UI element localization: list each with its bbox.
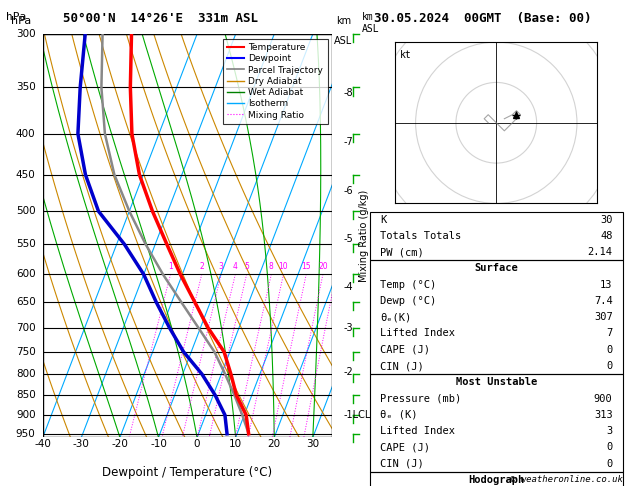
Bar: [370, 211, 623, 260]
Text: 4: 4: [233, 262, 238, 271]
Text: 850: 850: [16, 390, 36, 400]
Text: Dewp (°C): Dewp (°C): [380, 296, 437, 306]
Text: 350: 350: [16, 83, 36, 92]
Text: CAPE (J): CAPE (J): [380, 345, 430, 355]
Text: kt: kt: [399, 50, 411, 60]
Text: Most Unstable: Most Unstable: [455, 377, 537, 387]
Text: -6: -6: [343, 186, 353, 196]
Text: 700: 700: [16, 323, 36, 333]
Text: CIN (J): CIN (J): [380, 459, 424, 469]
Text: 30: 30: [306, 439, 320, 450]
Text: 20: 20: [268, 439, 281, 450]
Text: 3: 3: [219, 262, 223, 271]
Text: 1: 1: [168, 262, 173, 271]
Text: 7: 7: [606, 329, 613, 338]
Text: 10: 10: [279, 262, 288, 271]
Text: 13: 13: [600, 280, 613, 290]
Text: -4: -4: [343, 282, 353, 292]
Text: CAPE (J): CAPE (J): [380, 442, 430, 452]
Text: 900: 900: [594, 394, 613, 403]
Bar: [370, 260, 623, 374]
Text: 48: 48: [600, 231, 613, 241]
Text: 30.05.2024  00GMT  (Base: 00): 30.05.2024 00GMT (Base: 00): [374, 12, 592, 25]
Text: 15: 15: [301, 262, 311, 271]
Text: -8: -8: [343, 88, 353, 98]
Text: km
ASL: km ASL: [362, 12, 379, 34]
Text: 650: 650: [16, 297, 36, 307]
Text: 2: 2: [199, 262, 204, 271]
Text: 307: 307: [594, 312, 613, 322]
Text: Hodograph: Hodograph: [468, 475, 525, 485]
Text: 900: 900: [16, 410, 36, 420]
Text: Dewpoint / Temperature (°C): Dewpoint / Temperature (°C): [103, 466, 272, 479]
Text: 0: 0: [606, 459, 613, 469]
Text: -20: -20: [111, 439, 128, 450]
Text: -5: -5: [343, 233, 353, 243]
Text: 30: 30: [600, 215, 613, 225]
Text: θₑ (K): θₑ (K): [380, 410, 418, 420]
Text: -40: -40: [35, 439, 51, 450]
Text: 800: 800: [16, 369, 36, 379]
Text: -3: -3: [343, 323, 353, 333]
Text: hPa: hPa: [6, 12, 26, 22]
Text: © weatheronline.co.uk: © weatheronline.co.uk: [510, 474, 623, 484]
Bar: [370, 374, 623, 472]
Text: 3: 3: [606, 426, 613, 436]
Text: 2.14: 2.14: [587, 247, 613, 257]
Text: 7.4: 7.4: [594, 296, 613, 306]
Text: 750: 750: [16, 347, 36, 357]
Text: -30: -30: [73, 439, 90, 450]
Text: 313: 313: [594, 410, 613, 420]
Text: -7: -7: [343, 138, 353, 147]
Text: 0: 0: [606, 442, 613, 452]
Text: ASL: ASL: [334, 36, 353, 46]
Text: -10: -10: [150, 439, 167, 450]
Text: 300: 300: [16, 29, 36, 39]
Text: 600: 600: [16, 269, 36, 279]
Text: Lifted Index: Lifted Index: [380, 329, 455, 338]
Text: Pressure (mb): Pressure (mb): [380, 394, 461, 403]
Bar: [370, 472, 623, 486]
Text: Totals Totals: Totals Totals: [380, 231, 461, 241]
Text: 550: 550: [16, 239, 36, 249]
Text: km: km: [336, 16, 351, 26]
Text: Mixing Ratio (g/kg): Mixing Ratio (g/kg): [359, 190, 369, 282]
Text: 0: 0: [606, 361, 613, 371]
Text: Temp (°C): Temp (°C): [380, 280, 437, 290]
Text: 8: 8: [269, 262, 274, 271]
Text: hPa: hPa: [11, 16, 31, 26]
Text: K: K: [380, 215, 386, 225]
Text: 450: 450: [16, 170, 36, 180]
Text: Lifted Index: Lifted Index: [380, 426, 455, 436]
Text: CIN (J): CIN (J): [380, 361, 424, 371]
Text: 5: 5: [244, 262, 249, 271]
Text: -2: -2: [343, 367, 353, 377]
Legend: Temperature, Dewpoint, Parcel Trajectory, Dry Adiabat, Wet Adiabat, Isotherm, Mi: Temperature, Dewpoint, Parcel Trajectory…: [223, 38, 328, 124]
Text: 400: 400: [16, 129, 36, 139]
Text: 20: 20: [318, 262, 328, 271]
Text: -1LCL: -1LCL: [343, 410, 371, 420]
Text: 10: 10: [229, 439, 242, 450]
Text: 950: 950: [16, 429, 36, 439]
Text: 0: 0: [606, 345, 613, 355]
Text: θₑ(K): θₑ(K): [380, 312, 411, 322]
Text: Surface: Surface: [474, 263, 518, 274]
Text: 50°00'N  14°26'E  331m ASL: 50°00'N 14°26'E 331m ASL: [63, 12, 258, 25]
Text: 0: 0: [194, 439, 201, 450]
Text: 500: 500: [16, 206, 36, 216]
Text: PW (cm): PW (cm): [380, 247, 424, 257]
